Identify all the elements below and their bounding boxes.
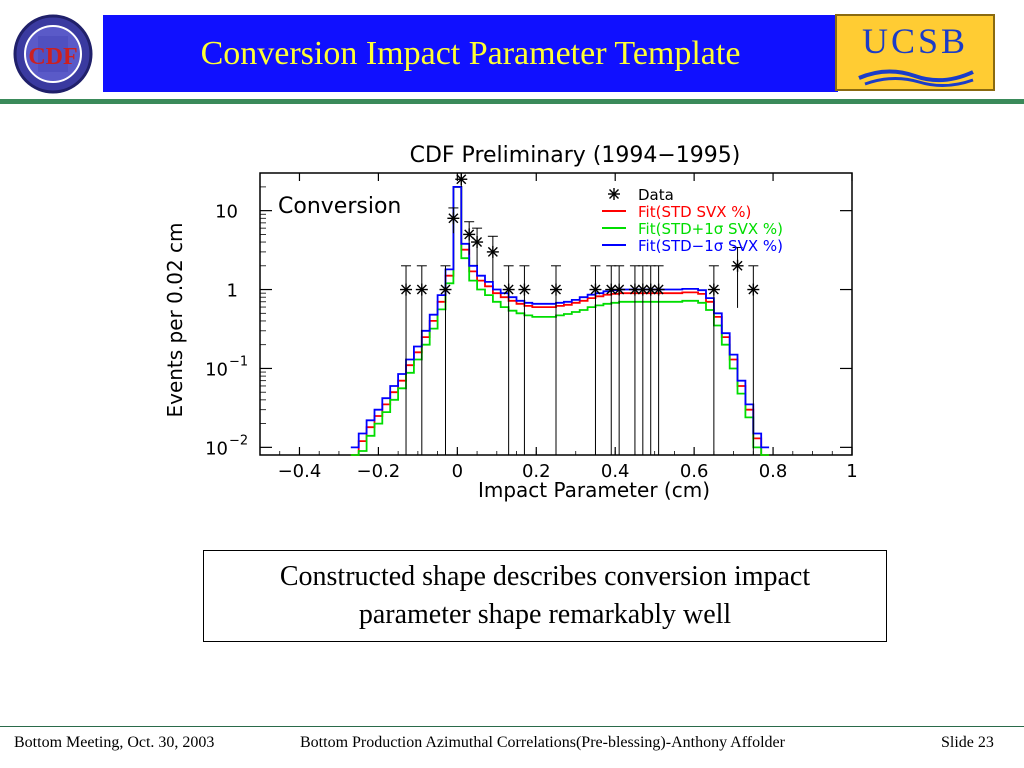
footer-slide-number: Slide 23	[941, 734, 994, 751]
data-point	[550, 265, 562, 455]
star-marker	[503, 284, 514, 295]
ucsb-logo: UCSB	[835, 14, 995, 91]
star-marker	[472, 237, 483, 248]
star-marker	[653, 284, 664, 295]
x-tick-label: 0.2	[522, 461, 551, 482]
data-point	[400, 265, 413, 455]
fit-series-2	[350, 186, 770, 449]
legend-label: Fit(STD+1σ SVX %)	[638, 220, 783, 238]
data-point	[628, 265, 641, 455]
star-marker	[551, 284, 561, 295]
data-point	[455, 172, 468, 187]
y-tick-exponent: −1	[229, 354, 248, 369]
star-marker	[401, 284, 412, 295]
star-marker	[606, 284, 617, 295]
header-divider	[0, 99, 1024, 104]
x-tick-label: 0.4	[601, 461, 630, 482]
legend-label: Fit(STD−1σ SVX %)	[638, 237, 783, 255]
callout-line-1: Constructed shape describes conversion i…	[279, 561, 811, 592]
legend-label: Fit(STD SVX %)	[638, 203, 751, 221]
y-tick-label: 10	[215, 202, 238, 223]
star-marker	[456, 174, 467, 185]
data-point	[447, 207, 460, 234]
star-marker	[416, 284, 427, 295]
star-marker	[629, 284, 640, 295]
footer-talk-title: Bottom Production Azimuthal Correlations…	[300, 734, 785, 751]
star-marker	[708, 284, 719, 295]
y-tick-label: 10	[205, 359, 228, 380]
data-point	[747, 265, 760, 455]
star-marker	[645, 284, 656, 295]
y-tick-exponent: −2	[229, 433, 248, 448]
cdf-logo: CDF	[13, 14, 93, 94]
star-marker	[732, 260, 743, 271]
ucsb-logo-text: UCSB	[861, 21, 969, 61]
data-point	[502, 265, 515, 455]
legend-label-data: Data	[638, 186, 674, 204]
star-marker	[440, 284, 451, 295]
data-point	[463, 221, 476, 255]
x-tick-label: 1	[846, 461, 857, 482]
x-tick-label: 0	[452, 461, 463, 482]
chart-y-axis-label: Events per 0.02 cm	[163, 222, 187, 417]
data-point	[613, 265, 626, 455]
data-point	[731, 246, 744, 308]
fit-series	[350, 186, 770, 456]
x-axis-ticks: −0.4 −0.2 0 0.2 0.4 0.6 0.8 1	[259, 173, 858, 482]
data-point	[707, 265, 720, 455]
data-point	[518, 265, 531, 455]
data-point	[415, 265, 428, 455]
footer-meeting: Bottom Meeting, Oct. 30, 2003	[14, 734, 215, 751]
data-point	[589, 265, 602, 455]
y-tick-label: 1	[227, 281, 238, 302]
footer-divider	[0, 726, 1024, 727]
slide-title: Conversion Impact Parameter Template	[200, 34, 741, 72]
callout-box: Constructed shape describes conversion i…	[203, 550, 887, 642]
star-marker	[519, 284, 530, 295]
x-tick-label: 0.6	[680, 461, 709, 482]
data-points	[400, 172, 760, 455]
star-marker	[448, 213, 459, 224]
data-point	[471, 227, 484, 266]
star-marker	[748, 284, 759, 295]
x-tick-label: 0.8	[759, 461, 788, 482]
y-tick-label: 10	[205, 438, 228, 459]
fit-series-1	[350, 186, 770, 456]
x-tick-label: −0.4	[278, 461, 322, 482]
wave-icon	[858, 69, 974, 87]
chart-title: CDF Preliminary (1994−1995)	[410, 143, 741, 168]
star-marker	[464, 229, 475, 240]
star-marker	[637, 284, 648, 295]
header-band	[103, 15, 838, 92]
chart-x-axis-label: Impact Parameter (cm)	[478, 478, 710, 502]
cdf-logo-text: CDF	[28, 44, 77, 70]
legend-star	[609, 189, 619, 199]
conversion-label: Conversion	[278, 194, 401, 219]
impact-parameter-chart: CDF Preliminary (1994−1995) Impact Param…	[163, 143, 858, 502]
data-point	[486, 235, 499, 282]
star-marker	[487, 246, 498, 257]
star-marker	[590, 284, 601, 295]
star-marker	[614, 284, 625, 295]
data-point	[439, 265, 452, 455]
x-tick-label: −0.2	[357, 461, 401, 482]
callout-line-2: parameter shape remarkably well	[358, 599, 732, 630]
data-point	[652, 265, 665, 455]
